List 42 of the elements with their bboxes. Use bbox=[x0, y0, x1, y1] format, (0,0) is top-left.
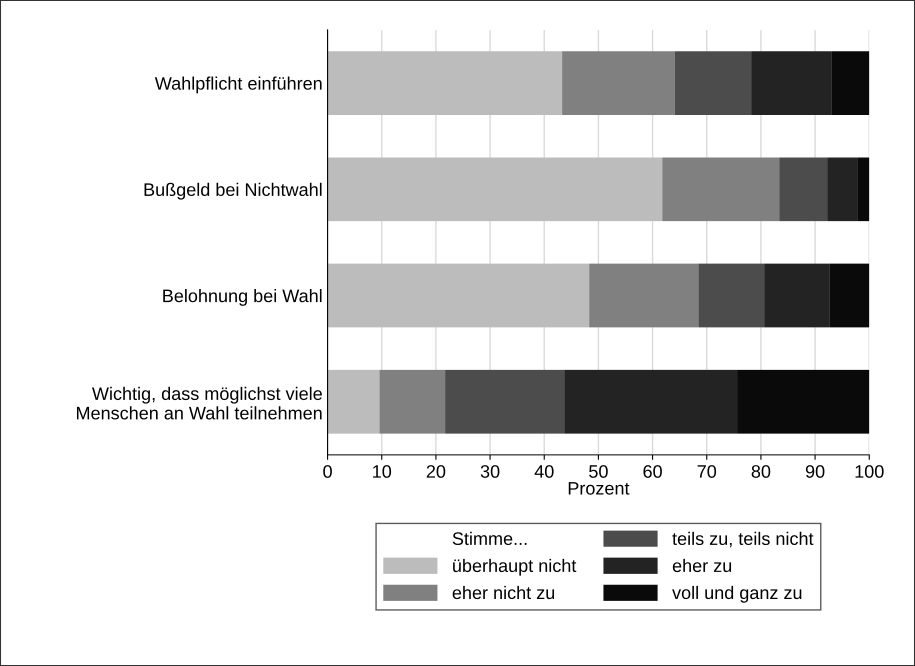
bar bbox=[832, 51, 870, 115]
bar bbox=[737, 370, 870, 434]
y-tick-label: Wichtig, dass möglichst viele Menschen an Wahl teilnehmen bbox=[76, 386, 322, 420]
x-tick-label: 0 bbox=[323, 465, 332, 478]
legend-label: teils zu, teils nicht bbox=[672, 532, 814, 548]
x-tick-label: 90 bbox=[806, 465, 824, 478]
bar bbox=[764, 264, 830, 328]
bar bbox=[445, 370, 564, 434]
y-tick-label: Belohnung bei Wahl bbox=[163, 288, 322, 306]
x-tick-label: 60 bbox=[643, 465, 662, 478]
bar bbox=[328, 51, 562, 115]
x-tick-label: 50 bbox=[589, 465, 608, 478]
x-tick-label: 30 bbox=[480, 465, 500, 478]
bar bbox=[828, 157, 858, 222]
bar bbox=[698, 264, 764, 328]
bar bbox=[751, 51, 832, 115]
bar bbox=[328, 157, 662, 222]
x-tick-label: 20 bbox=[426, 465, 446, 478]
bar bbox=[662, 157, 780, 222]
bar bbox=[562, 51, 675, 115]
y-tick-label: Bußgeld bei Nichtwahl bbox=[144, 182, 322, 200]
x-axis-title: Prozent bbox=[568, 482, 630, 495]
legend-label: eher zu bbox=[672, 558, 732, 572]
bar bbox=[380, 370, 446, 434]
x-tick-label: 10 bbox=[373, 465, 392, 478]
bar bbox=[779, 157, 828, 222]
x-tick-label: 40 bbox=[534, 465, 554, 478]
bar bbox=[328, 370, 380, 434]
bar bbox=[674, 51, 752, 115]
bar bbox=[328, 264, 590, 328]
legend-label: überhaupt nicht bbox=[453, 558, 576, 576]
x-tick-label: 100 bbox=[856, 465, 884, 478]
x-tick-label: 80 bbox=[752, 465, 770, 478]
bar bbox=[857, 157, 870, 222]
legend-label: voll und ganz zu bbox=[672, 586, 802, 603]
legend-title: Stimme... bbox=[452, 532, 526, 546]
bar bbox=[589, 264, 699, 328]
y-tick-label: Wahlpflicht einführen bbox=[154, 76, 322, 94]
x-tick-label: 70 bbox=[698, 465, 716, 478]
bar bbox=[830, 264, 870, 328]
bar bbox=[564, 370, 738, 434]
legend-label: eher nicht zu bbox=[452, 586, 554, 600]
